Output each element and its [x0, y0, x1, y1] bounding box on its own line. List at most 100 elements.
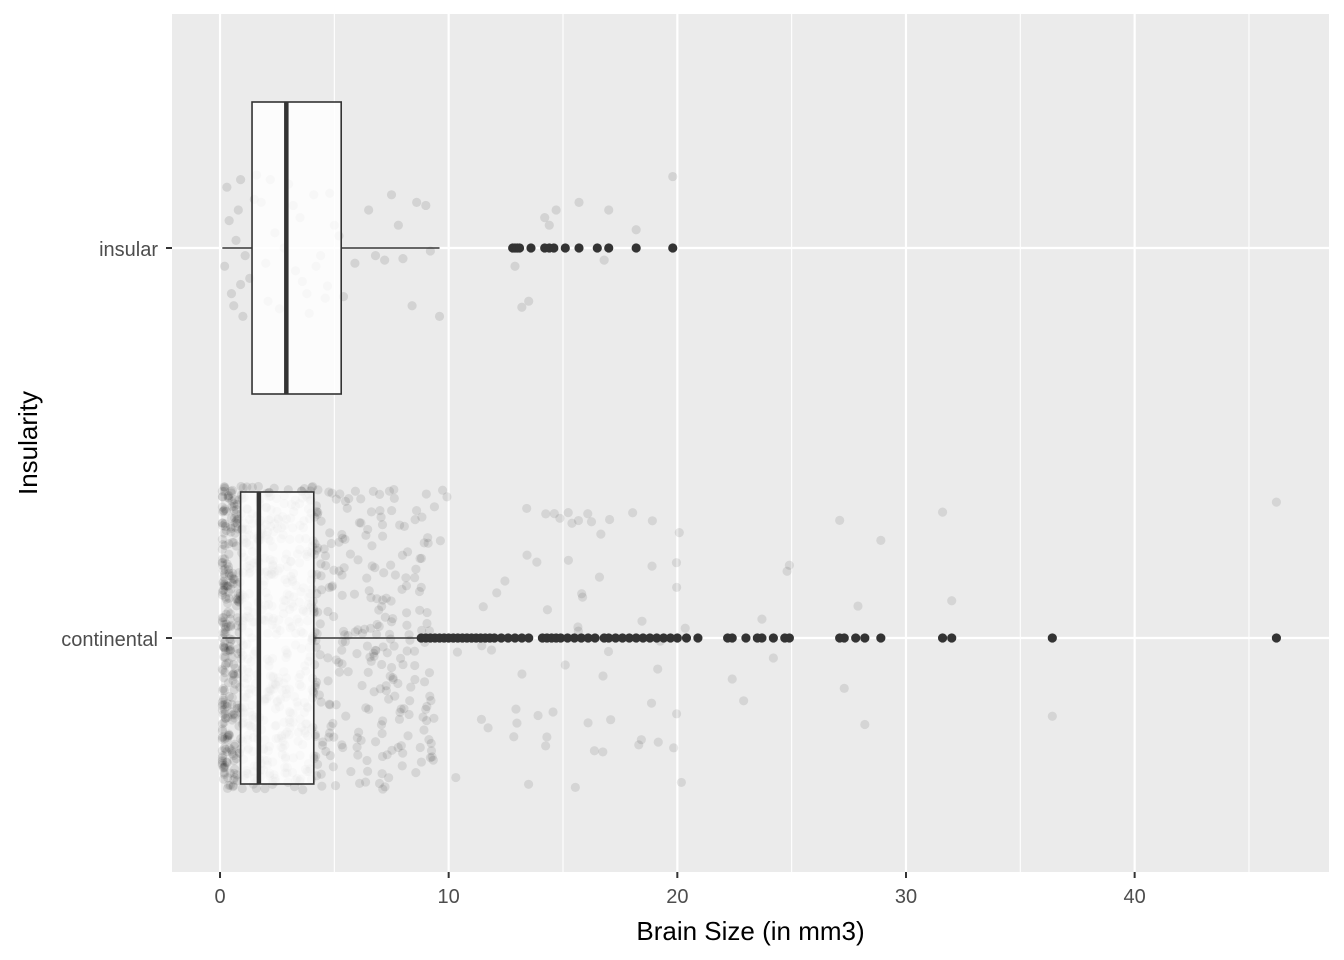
jitter-point — [672, 582, 682, 592]
jitter-point — [365, 623, 376, 633]
jitter-point — [369, 651, 379, 661]
outlier-point — [631, 633, 641, 643]
jitter-point — [397, 550, 408, 560]
jitter-point — [671, 709, 682, 719]
outlier-point — [592, 243, 602, 253]
jitter-point — [386, 560, 396, 570]
jitter-point — [406, 682, 416, 692]
jitter-point — [634, 740, 644, 750]
jitter-point — [307, 482, 317, 492]
jitter-point — [404, 630, 414, 640]
jitter-point — [217, 705, 228, 715]
outlier-point — [631, 243, 641, 253]
jitter-point — [362, 755, 372, 766]
jitter-point — [382, 750, 392, 760]
jitter-point — [219, 762, 230, 772]
jitter-point — [410, 573, 420, 583]
jitter-point — [370, 251, 381, 261]
jitter-point — [218, 581, 229, 591]
jitter-point — [388, 673, 398, 683]
jitter-point — [371, 645, 381, 656]
jitter-point — [385, 671, 395, 681]
jitter-point — [232, 595, 242, 605]
jitter-point — [313, 543, 323, 553]
jitter-point — [240, 251, 250, 261]
x-axis-title: Brain Size (in mm3) — [636, 916, 864, 946]
jitter-point — [419, 538, 429, 548]
jitter-point — [218, 642, 229, 652]
jitter-point — [226, 488, 237, 498]
jitter-point — [220, 734, 230, 744]
jitter-point — [512, 718, 522, 728]
jitter-point — [220, 519, 230, 529]
jitter-point — [476, 714, 487, 724]
jitter-point — [349, 589, 360, 599]
jitter-point — [340, 637, 350, 647]
jitter-point — [232, 770, 242, 780]
jitter-point — [372, 629, 382, 639]
jitter-point — [415, 742, 425, 753]
jitter-point — [380, 782, 390, 792]
jitter-point — [221, 628, 231, 638]
jitter-point — [224, 568, 234, 578]
jitter-point — [217, 724, 228, 734]
jitter-point — [327, 582, 337, 592]
jitter-point — [227, 485, 238, 496]
jitter-point — [238, 311, 248, 321]
outlier-point — [590, 633, 600, 643]
jitter-point — [589, 746, 599, 756]
jitter-point — [381, 686, 391, 696]
outlier-point — [496, 633, 506, 643]
jitter-point — [669, 743, 679, 753]
jitter-point — [229, 501, 239, 511]
jitter-point — [316, 769, 326, 779]
jitter-point — [555, 513, 565, 523]
jitter-point — [308, 481, 318, 492]
jitter-point — [227, 693, 237, 703]
jitter-point — [220, 482, 230, 492]
jitter-point — [323, 676, 333, 686]
jitter-point — [398, 659, 408, 670]
outlier-point — [937, 633, 948, 643]
jitter-point — [353, 750, 363, 760]
jitter-point — [219, 613, 229, 623]
jitter-point — [325, 751, 335, 761]
jitter-point — [377, 601, 387, 612]
jitter-point — [224, 743, 234, 753]
outlier-point — [1047, 633, 1057, 643]
jitter-point — [1271, 497, 1282, 507]
jitter-point — [229, 750, 239, 761]
jitter-point — [218, 539, 228, 550]
outlier-point — [503, 633, 513, 643]
jitter-point — [331, 700, 341, 710]
jitter-point — [393, 678, 403, 689]
jitter-point — [326, 538, 336, 549]
jitter-point — [227, 747, 237, 757]
x-axis: 0 10 20 30 40 — [214, 872, 1146, 908]
jitter-point — [379, 568, 389, 578]
jitter-point — [338, 742, 348, 753]
jitter-point — [218, 492, 228, 502]
jitter-point — [541, 509, 551, 519]
boxplot-continental — [222, 491, 1282, 785]
jitter-point — [217, 590, 228, 600]
jitter-point — [442, 492, 452, 502]
jitter-point — [316, 571, 326, 581]
outlier-point — [784, 633, 794, 643]
jitter-point — [343, 667, 353, 677]
jitter-point — [218, 693, 229, 703]
jitter-point — [768, 653, 778, 663]
jitter-point — [232, 499, 242, 510]
jitter-point — [228, 675, 238, 686]
jitter-point — [364, 704, 374, 714]
jitter-point — [228, 781, 238, 791]
jitter-point — [876, 535, 886, 545]
box-iqr — [251, 101, 343, 395]
jitter-point — [269, 483, 279, 493]
jitter-point — [492, 588, 502, 598]
jitter-point — [784, 560, 794, 570]
outlier-point — [839, 633, 849, 643]
jitter-point — [230, 663, 241, 673]
jitter-point — [361, 530, 371, 540]
jitter-point — [377, 769, 387, 779]
